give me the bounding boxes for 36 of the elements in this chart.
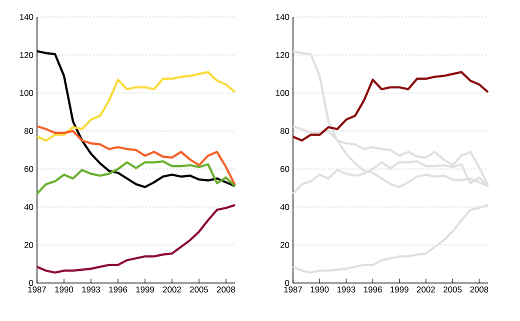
y-tick-label: 20 [280,242,290,248]
y-tick-label: 40 [24,204,34,210]
x-tick-label: 2002 [163,286,181,293]
x-tick-label: 1990 [310,286,329,293]
x-tick-label: 1987 [28,286,46,293]
y-tick-label: 120 [276,52,290,58]
y-tick-label: 60 [24,166,34,172]
y-tick-label: 120 [20,52,34,58]
x-tick-label: 2005 [444,286,462,293]
x-tick-label: 2005 [190,286,208,293]
y-tick-label: 140 [20,14,34,20]
y-tick-label: 40 [280,204,290,210]
x-tick-label: 1987 [284,286,302,293]
x-tick-label: 1999 [136,286,154,293]
y-tick-label: 100 [20,90,34,96]
x-tick-label: 2008 [217,286,236,293]
y-tick-label: 0 [29,280,34,286]
x-tick-label: 1990 [55,286,74,293]
line-series [292,71,490,142]
x-tick-label: 2002 [416,286,435,293]
y-tick-label: 80 [280,128,290,134]
x-tick-label: 2008 [470,286,488,293]
y-tick-label: 60 [280,166,290,172]
y-tick-label: 140 [276,14,290,20]
y-tick-label: 100 [276,90,290,96]
x-tick-label: 1993 [337,286,356,293]
x-tick-label: 1996 [364,286,382,293]
line-series [36,160,236,195]
line-series [36,125,236,186]
line-series [36,71,236,142]
x-tick-label: 1999 [390,286,408,293]
x-tick-label: 1996 [109,286,128,293]
y-tick-label: 0 [285,280,290,286]
y-tick-label: 20 [24,242,34,248]
x-tick-label: 1993 [82,286,100,293]
y-tick-label: 80 [24,128,34,134]
